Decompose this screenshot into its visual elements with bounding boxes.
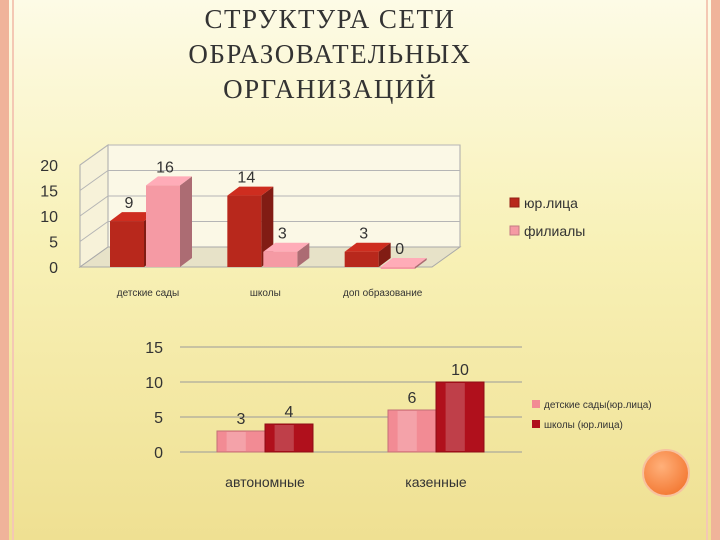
chart1-bar-top: [263, 242, 310, 252]
chart2-bar: [264, 423, 314, 453]
title-line-2: ОБРАЗОВАТЕЛЬНЫХ: [188, 39, 472, 69]
decorative-orange-circle: [642, 449, 690, 497]
chart2-data-label: 4: [285, 404, 294, 421]
chart2-bar: [216, 430, 266, 453]
chart1-data-label: 14: [237, 170, 255, 187]
chart1-data-label: 3: [359, 226, 368, 243]
chart1-bar-front: [380, 267, 415, 269]
chart1-bar: [344, 242, 391, 267]
chart2-category-label: казенные: [405, 474, 467, 490]
chart1-bar-side: [297, 242, 310, 267]
chart1-bar-top: [227, 186, 274, 196]
chart1-y-tick-label: 15: [40, 184, 58, 201]
chart1-bar-front: [146, 185, 180, 267]
chart-institution-type: 0 5 10 15 3 4 автономные 6 10 казенные детские сад…: [145, 340, 652, 490]
chart2-bar-fill: [264, 423, 314, 453]
chart1-gridline: [79, 221, 460, 242]
chart2-y-tick-label: 5: [154, 410, 163, 427]
title-line-3: ОРГАНИЗАЦИЙ: [223, 74, 437, 104]
chart1-y-tick-label: 20: [40, 158, 58, 175]
chart2-bar-shine: [274, 425, 294, 451]
chart2-legend-swatch: [532, 420, 540, 428]
chart1-legend-label: юр.лица: [524, 195, 578, 211]
chart1-bar-front: [344, 251, 379, 267]
chart1-bar-front: [263, 251, 298, 267]
chart1-bar: [146, 176, 192, 267]
chart1-data-label: 16: [156, 159, 174, 176]
chart1-gridline: [79, 144, 460, 166]
chart1-bar-top: [344, 242, 391, 252]
chart1-bar-top: [380, 258, 427, 267]
chart1-category-label: школы: [250, 288, 281, 299]
chart1-bar-side: [180, 176, 192, 267]
chart1-data-label: 9: [125, 195, 134, 212]
title-line-1: СТРУКТУРА СЕТИ: [204, 4, 456, 34]
chart1-bar-top: [146, 176, 192, 186]
chart1-bar: [263, 242, 310, 267]
chart1-y-tick-label: 0: [49, 260, 58, 277]
chart2-bar-shine: [445, 383, 465, 451]
chart2-bar: [387, 409, 437, 453]
chart2-legend-label: детские сады(юр.лица): [544, 400, 652, 411]
chart2-legend-swatch: [532, 400, 540, 408]
chart2-y-tick-label: 10: [145, 375, 163, 392]
chart1-legend-label: филиалы: [524, 223, 585, 239]
chart2-data-label: 6: [408, 390, 417, 407]
chart2-bar: [435, 381, 485, 453]
chart2-legend-label: школы (юр.лица): [544, 420, 623, 431]
chart1-y-tick-label: 5: [49, 235, 58, 252]
chart1-legend-swatch: [509, 225, 520, 236]
chart1-y-tick-label: 10: [40, 209, 58, 226]
chart2-data-label: 3: [237, 411, 246, 428]
right-border-stripe: [711, 0, 720, 540]
chart2-data-label: 10: [451, 362, 469, 379]
chart1-legend-swatch: [509, 197, 520, 208]
slide-title: СТРУКТУРА СЕТИ ОБРАЗОВАТЕЛЬНЫХ ОРГАНИЗАЦ…: [120, 2, 540, 107]
chart1-data-label: 0: [395, 241, 404, 258]
chart1-data-label: 3: [278, 226, 287, 243]
chart1-bar-side: [378, 242, 391, 267]
chart2-bar-fill: [435, 381, 485, 453]
chart1-bar-side: [414, 258, 427, 269]
chart1-category-label: доп образование: [343, 287, 423, 299]
chart1-gridline: [79, 195, 460, 217]
chart1-category-label: детские сады: [117, 288, 179, 299]
chart1-gridline: [79, 170, 460, 191]
chart1-bar: [380, 258, 427, 269]
left-border-stripe: [0, 0, 9, 540]
chart1-bar-front: [110, 221, 144, 267]
chart2-y-tick-label: 15: [145, 340, 163, 357]
chart1-bar-top: [110, 212, 156, 222]
chart2-category-label: автономные: [225, 474, 305, 490]
chart1-bar-front: [227, 195, 262, 267]
chart1-bar: [227, 186, 274, 267]
chart2-y-tick-label: 0: [154, 445, 163, 462]
right-border-line: [706, 0, 708, 540]
chart2-bar-shine: [397, 411, 417, 451]
chart2-bar-shine: [226, 432, 246, 451]
chart-network-structure: 0 5 10 15 20 9 16 детские сады 14 3 школы 3 0 доп обр…: [40, 144, 585, 299]
left-border-line: [12, 0, 14, 540]
